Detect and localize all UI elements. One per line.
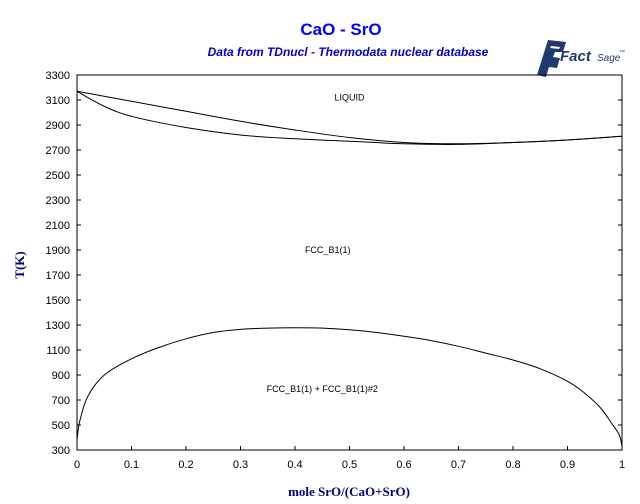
logo-sage-text: Sage xyxy=(597,53,621,64)
y-axis: 300 500 700 900 1100 1300 1500 1700 1900 2100 2300… xyxy=(46,70,622,457)
y-tick-label: 900 xyxy=(52,370,70,382)
y-tick-label: 3100 xyxy=(46,95,70,107)
y-tick-label: 700 xyxy=(52,395,70,407)
y-tick-label: 2300 xyxy=(46,195,70,207)
region-labels: LIQUID FCC_B1(1) FCC_B1(1) + FCC_B1(1)#2 xyxy=(267,93,378,394)
y-tick-label: 2700 xyxy=(46,145,70,157)
x-tick-label: 0.3 xyxy=(233,459,248,471)
factsage-logo: Fact Sage ™ xyxy=(537,40,625,77)
y-tick-label: 1500 xyxy=(46,295,70,307)
x-axis: 0 0.1 0.2 0.3 0.4 0.5 0.6 0.7 0.8 0.9 1 xyxy=(74,446,625,471)
y-tick-label: 1700 xyxy=(46,270,70,282)
region-label: FCC_B1(1) xyxy=(305,245,351,255)
y-tick-label: 500 xyxy=(52,420,70,432)
logo-tm-text: ™ xyxy=(619,49,625,56)
y-tick-label: 3300 xyxy=(46,70,70,82)
y-tick-label: 1100 xyxy=(46,345,70,357)
x-tick-label: 0.7 xyxy=(451,459,466,471)
region-label: FCC_B1(1) + FCC_B1(1)#2 xyxy=(267,384,378,394)
phase-boundary-curve-3 xyxy=(76,327,623,447)
y-tick-label: 300 xyxy=(52,445,70,457)
chart-title: CaO - SrO xyxy=(300,20,381,39)
y-axis-label: T(K) xyxy=(12,251,27,278)
x-tick-label: 0.9 xyxy=(560,459,575,471)
phase-boundary-curve-2 xyxy=(76,90,623,145)
x-tick-label: 0.6 xyxy=(396,459,411,471)
plot-frame xyxy=(76,74,623,451)
chart-subtitle: Data from TDnucl - Thermodata nuclear da… xyxy=(208,45,489,59)
x-axis-label: mole SrO/(CaO+SrO) xyxy=(288,484,410,499)
x-tick-label: 0.8 xyxy=(505,459,520,471)
x-tick-label: 0 xyxy=(74,459,80,471)
x-tick-label: 0.2 xyxy=(178,459,193,471)
logo-fact-text: Fact xyxy=(560,48,592,65)
x-tick-label: 0.5 xyxy=(342,459,357,471)
y-tick-label: 2500 xyxy=(46,170,70,182)
x-tick-label: 0.1 xyxy=(124,459,139,471)
y-tick-label: 1300 xyxy=(46,320,70,332)
region-label: LIQUID xyxy=(334,93,365,103)
y-tick-label: 2900 xyxy=(46,120,70,132)
phase-boundaries xyxy=(76,90,623,447)
x-tick-label: 1 xyxy=(619,459,625,471)
factsage-emblem-icon xyxy=(537,40,566,77)
x-tick-label: 0.4 xyxy=(287,459,302,471)
y-tick-label: 2100 xyxy=(46,220,70,232)
y-tick-label: 1900 xyxy=(46,245,70,257)
